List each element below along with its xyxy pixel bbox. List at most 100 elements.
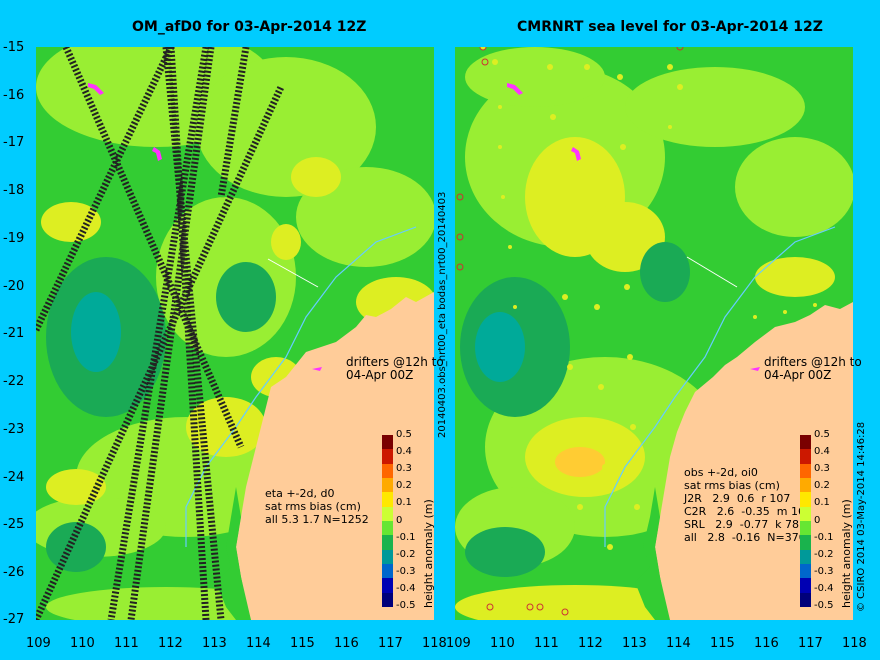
colorbar-swatch — [800, 592, 811, 607]
colorbar-tick: -0.5 — [396, 600, 416, 611]
x-tick-label: 113 — [622, 636, 647, 651]
section-line — [267, 258, 319, 288]
satellite-tracks — [36, 47, 285, 620]
colorbar-swatch — [800, 477, 811, 493]
x-tick-label: 113 — [202, 636, 227, 651]
y-tick-label: -18 — [3, 183, 25, 198]
y-tick-label: -22 — [3, 374, 25, 389]
stats-line: J2R 2.9 0.6 r 107 — [684, 492, 791, 505]
colorbar-tick: 0 — [814, 515, 821, 526]
y-tick-label: -23 — [3, 422, 25, 437]
stats-line: SRL 2.9 -0.77 k 78 — [684, 518, 800, 531]
y-tick-label: -27 — [3, 612, 25, 627]
colorbar-swatch — [382, 477, 393, 493]
colorbar-swatch — [800, 578, 811, 593]
right-panel-title: CMRNRT sea level for 03-Apr-2014 12Z — [517, 19, 823, 35]
colorbar-swatch — [382, 520, 393, 536]
colorbar-tick: -0.3 — [396, 566, 416, 577]
colorbar-swatch — [382, 578, 393, 593]
stats-line: obs +-2d, oi0 — [684, 466, 758, 479]
isobath-line — [604, 226, 836, 547]
x-tick-label: 116 — [754, 636, 779, 651]
colorbar-swatch — [800, 463, 811, 478]
stats-line: C2R 2.6 -0.35 m 16 — [684, 505, 805, 518]
stats-line: sat rms bias (cm) — [265, 500, 361, 513]
stats-right: obs +-2d, oi0 sat rms bias (cm) J2R 2.9 … — [684, 466, 806, 544]
x-tick-label: 114 — [666, 636, 691, 651]
colorbar-swatch — [382, 449, 393, 464]
file-label: 20140403.obs_nrt00_eta bodas_nrt00_20140… — [437, 191, 448, 438]
observation-points — [456, 47, 817, 616]
x-tick-label: 109 — [26, 636, 51, 651]
x-tick-label: 110 — [490, 636, 515, 651]
x-tick-label: 118 — [422, 636, 447, 651]
copyright-label: © CSIRO 2014 03-May-2014 14:46:28 — [856, 421, 867, 612]
colorbar-swatch — [800, 435, 811, 450]
x-tick-label: 116 — [334, 636, 359, 651]
right-map — [455, 47, 853, 620]
stats-line: all 5.3 1.7 N=1252 — [265, 513, 369, 526]
y-tick-label: -21 — [3, 326, 25, 341]
colorbar-swatch — [800, 563, 811, 579]
colorbar-tick: 0.3 — [396, 463, 412, 474]
colorbar-tick: 0.2 — [396, 480, 412, 491]
colorbar-tick: -0.2 — [396, 549, 416, 560]
colorbar-swatch — [800, 520, 811, 536]
colorbar-tick: 0.2 — [814, 480, 830, 491]
drifter-markers — [88, 83, 322, 371]
y-tick-label: -26 — [3, 565, 25, 580]
colorbar-swatch — [382, 592, 393, 607]
colorbar-swatch — [800, 492, 811, 507]
colorbar-tick: -0.1 — [396, 532, 416, 543]
drifter-note-right: drifters @12h to 04-Apr 00Z — [764, 355, 862, 382]
y-tick-label: -25 — [3, 517, 25, 532]
anomaly-contours — [455, 47, 853, 620]
colorbar-swatch — [382, 563, 393, 579]
x-tick-label: 115 — [290, 636, 315, 651]
colorbar-swatch — [382, 492, 393, 507]
x-tick-label: 117 — [798, 636, 823, 651]
stats-line: sat rms bias (cm) — [684, 479, 780, 492]
x-tick-label: 112 — [158, 636, 183, 651]
colorbar-tick: 0.5 — [396, 429, 412, 440]
x-tick-label: 112 — [578, 636, 603, 651]
colorbar-swatch — [800, 549, 811, 564]
colorbar-tick: 0.4 — [396, 446, 412, 457]
colorbar-swatch — [382, 435, 393, 450]
colorbar-tick: -0.3 — [814, 566, 834, 577]
x-tick-label: 117 — [378, 636, 403, 651]
x-tick-label: 110 — [70, 636, 95, 651]
stats-left: eta +-2d, d0 sat rms bias (cm) all 5.3 1… — [265, 487, 369, 526]
x-tick-label: 118 — [842, 636, 867, 651]
colorbar-tick: 0.5 — [814, 429, 830, 440]
section-line — [686, 256, 738, 288]
colorbar-swatch — [382, 549, 393, 564]
y-tick-label: -24 — [3, 470, 25, 485]
colorbar-tick: 0 — [396, 515, 403, 526]
x-tick-label: 111 — [114, 636, 139, 651]
colorbar-label-right: height anomaly (m) — [840, 499, 853, 608]
x-tick-label: 114 — [246, 636, 271, 651]
colorbar-swatch — [800, 506, 811, 521]
stats-line: eta +-2d, d0 — [265, 487, 335, 500]
colorbar-left — [382, 435, 393, 607]
colorbar-swatch — [800, 535, 811, 550]
x-tick-label: 115 — [710, 636, 735, 651]
colorbar-tick: -0.2 — [814, 549, 834, 560]
y-tick-label: -16 — [3, 88, 25, 103]
drifter-note-left: drifters @12h to 04-Apr 00Z — [346, 355, 444, 382]
stats-line: all 2.8 -0.16 N=370 — [684, 531, 806, 544]
colorbar-right — [800, 435, 811, 607]
y-tick-label: -19 — [3, 231, 25, 246]
colorbar-swatch — [382, 506, 393, 521]
left-panel-title: OM_afD0 for 03-Apr-2014 12Z — [132, 19, 367, 35]
colorbar-tick: 0.1 — [814, 497, 830, 508]
y-tick-label: -20 — [3, 279, 25, 294]
colorbar-tick: -0.4 — [396, 583, 416, 594]
colorbar-tick: -0.4 — [814, 583, 834, 594]
shark-bay — [635, 487, 670, 620]
left-map — [36, 47, 434, 620]
colorbar-swatch — [382, 535, 393, 550]
colorbar-swatch — [382, 463, 393, 478]
colorbar-tick: 0.1 — [396, 497, 412, 508]
